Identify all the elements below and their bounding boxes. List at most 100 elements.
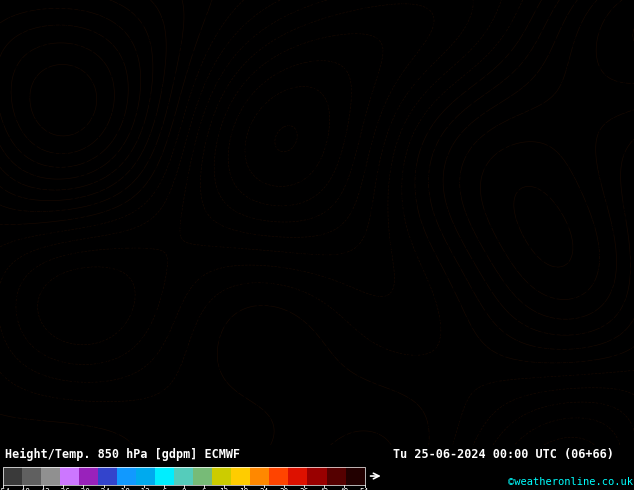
Text: 6: 6 <box>439 109 442 114</box>
Text: 7: 7 <box>141 281 144 286</box>
Text: 8: 8 <box>148 302 150 308</box>
Text: 3: 3 <box>592 166 594 171</box>
Text: 5: 5 <box>211 137 214 143</box>
Text: 4: 4 <box>376 58 378 64</box>
Text: 6: 6 <box>135 51 138 56</box>
Text: 7: 7 <box>503 173 505 178</box>
Text: 4: 4 <box>585 137 588 143</box>
Text: 3: 3 <box>408 252 410 257</box>
Text: 7: 7 <box>427 44 429 49</box>
Text: 2: 2 <box>167 345 169 350</box>
Text: 7: 7 <box>573 223 575 228</box>
Text: 9: 9 <box>198 238 201 243</box>
Text: 8: 8 <box>452 116 455 121</box>
Text: 5: 5 <box>198 439 201 444</box>
Text: 4: 4 <box>623 360 626 365</box>
Text: 7: 7 <box>623 58 626 64</box>
Text: 7: 7 <box>528 353 531 358</box>
Text: 7: 7 <box>414 439 417 444</box>
Bar <box>98 466 117 486</box>
Text: 6: 6 <box>211 353 214 358</box>
Text: 1: 1 <box>446 66 448 71</box>
Text: 6: 6 <box>135 439 138 444</box>
Text: 5: 5 <box>217 302 220 308</box>
Text: 0: 0 <box>103 238 106 243</box>
Text: 0: 0 <box>103 58 106 64</box>
Text: 6: 6 <box>243 396 245 401</box>
Text: 7: 7 <box>325 374 328 379</box>
Text: 4: 4 <box>585 367 588 372</box>
Text: 7: 7 <box>236 66 239 71</box>
Text: 6: 6 <box>553 152 556 157</box>
Text: 7: 7 <box>363 396 366 401</box>
Text: 5: 5 <box>446 396 448 401</box>
Text: 2: 2 <box>53 195 55 200</box>
Text: 3: 3 <box>173 159 176 164</box>
Text: 6: 6 <box>446 281 448 286</box>
Text: 7: 7 <box>287 30 290 35</box>
Text: 5: 5 <box>2 231 4 236</box>
Text: 7: 7 <box>427 145 429 149</box>
Text: 7: 7 <box>129 116 131 121</box>
Text: 3: 3 <box>611 238 613 243</box>
Text: 8: 8 <box>585 345 588 350</box>
Text: 7: 7 <box>275 145 277 149</box>
Text: 1: 1 <box>395 267 398 271</box>
Text: 2: 2 <box>630 381 632 387</box>
Text: 4: 4 <box>116 396 119 401</box>
Text: 1: 1 <box>566 8 569 13</box>
Text: 6: 6 <box>287 231 290 236</box>
Text: 7: 7 <box>84 439 87 444</box>
Text: 8: 8 <box>256 145 258 149</box>
Text: 8: 8 <box>211 101 214 106</box>
Text: 2: 2 <box>351 109 353 114</box>
Text: 4: 4 <box>363 331 366 336</box>
Text: 4: 4 <box>141 37 144 42</box>
Text: 3: 3 <box>294 51 296 56</box>
Text: 5: 5 <box>566 302 569 308</box>
Text: 4: 4 <box>427 367 429 372</box>
Text: 2: 2 <box>97 73 100 78</box>
Text: 5: 5 <box>198 353 201 358</box>
Text: 2: 2 <box>509 1 512 6</box>
Text: 3: 3 <box>471 66 474 71</box>
Text: 0: 0 <box>211 80 214 85</box>
Text: 8: 8 <box>427 159 429 164</box>
Text: 5: 5 <box>2 396 4 401</box>
Text: 3: 3 <box>319 288 321 293</box>
Text: 3: 3 <box>205 288 207 293</box>
Text: 6: 6 <box>249 410 252 415</box>
Text: 2: 2 <box>236 195 239 200</box>
Text: 8: 8 <box>27 288 30 293</box>
Text: 0: 0 <box>484 101 486 106</box>
Text: 4: 4 <box>522 295 524 300</box>
Text: 3: 3 <box>611 245 613 250</box>
Text: 9: 9 <box>287 252 290 257</box>
Text: 9: 9 <box>173 1 176 6</box>
Text: 8: 8 <box>547 16 550 21</box>
Text: 2: 2 <box>256 202 258 207</box>
Text: 0: 0 <box>528 331 531 336</box>
Text: 1: 1 <box>154 1 157 6</box>
Text: 9: 9 <box>630 424 632 429</box>
Text: 0: 0 <box>541 44 543 49</box>
Text: 0: 0 <box>236 145 239 149</box>
Text: 5: 5 <box>249 66 252 71</box>
Text: 4: 4 <box>141 123 144 128</box>
Text: 3: 3 <box>351 137 353 143</box>
Text: 6: 6 <box>262 424 264 429</box>
Text: 7: 7 <box>509 439 512 444</box>
Text: 3: 3 <box>573 374 575 379</box>
Text: 7: 7 <box>300 116 302 121</box>
Text: 4: 4 <box>534 302 537 308</box>
Text: 8: 8 <box>78 30 81 35</box>
Text: 9: 9 <box>91 152 93 157</box>
Text: 6: 6 <box>122 37 125 42</box>
Text: 2: 2 <box>401 310 404 315</box>
Text: 3: 3 <box>8 360 11 365</box>
Text: 1: 1 <box>382 202 385 207</box>
Text: 3: 3 <box>268 209 271 214</box>
Text: 0: 0 <box>167 8 169 13</box>
Text: 7: 7 <box>319 238 321 243</box>
Text: 3: 3 <box>414 339 417 343</box>
